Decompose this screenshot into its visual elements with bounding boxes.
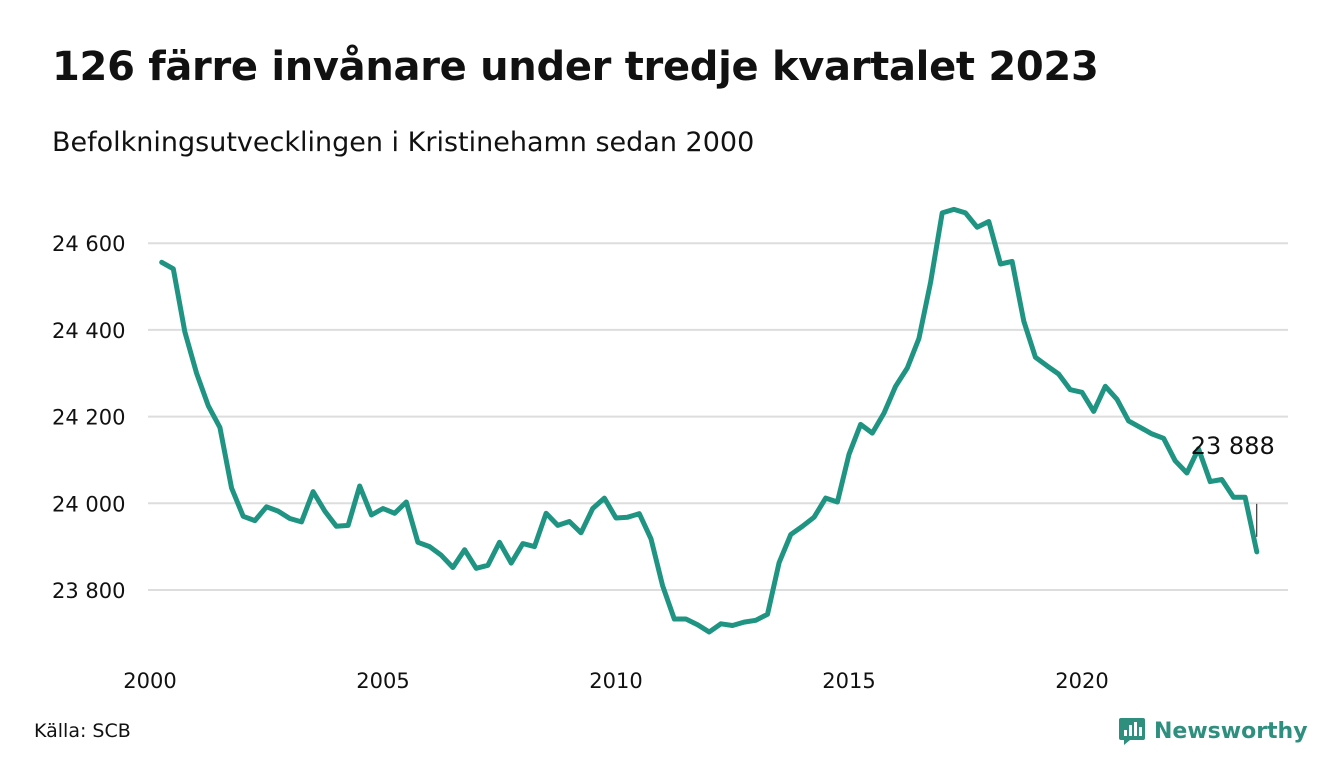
brand-name: Newsworthy (1154, 718, 1308, 744)
y-tick-label: 24 200 (52, 406, 125, 430)
last-value-label: 23 888 (1191, 432, 1275, 460)
y-tick-label: 24 600 (52, 232, 125, 256)
y-tick-label: 23 800 (52, 579, 125, 603)
chart-subtitle: Befolkningsutvecklingen i Kristinehamn s… (52, 127, 755, 158)
newsworthy-logo: Newsworthy (1118, 713, 1308, 749)
x-tick-label: 2020 (1055, 669, 1108, 693)
x-tick-label: 2015 (822, 669, 875, 693)
x-tick-label: 2005 (356, 669, 409, 693)
x-tick-label: 2010 (589, 669, 642, 693)
population-line (159, 206, 1260, 635)
chart-title: 126 färre invånare under tredje kvartale… (52, 44, 1099, 90)
x-tick-label: 2000 (123, 669, 176, 693)
y-tick-label: 24 400 (52, 319, 125, 343)
source-note: Källa: SCB (34, 720, 131, 742)
y-tick-label: 24 000 (52, 492, 125, 516)
bar-chart-logo-icon (1119, 718, 1145, 745)
